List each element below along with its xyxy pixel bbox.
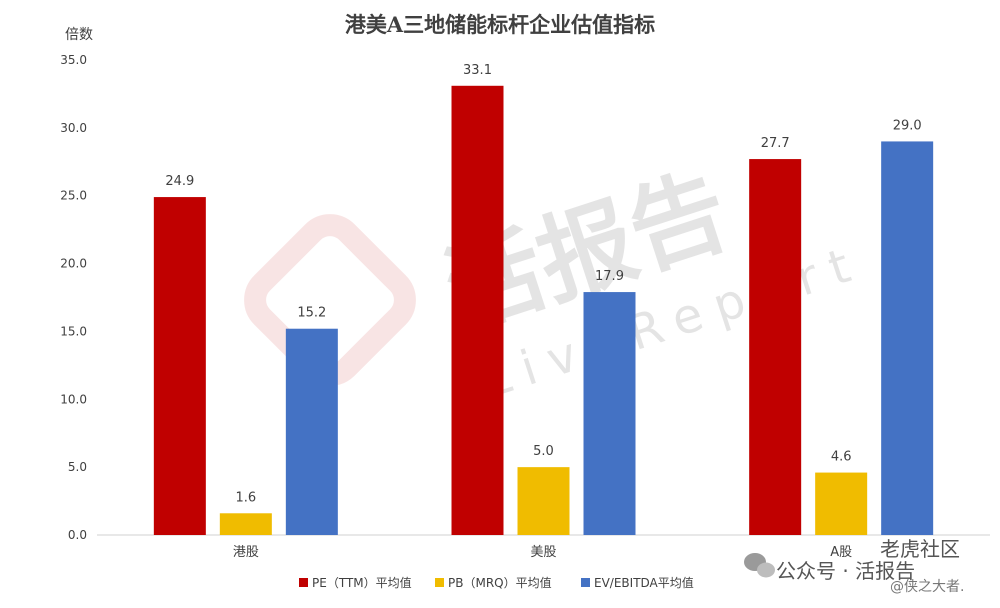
data-label: 5.0 [533,444,554,459]
x-tick-label: A股 [830,545,852,560]
bar-3-3 [881,141,934,535]
legend-label: PB（MRQ）平均值 [448,575,552,590]
data-label: 1.6 [235,490,256,505]
y-tick-label: 25.0 [60,189,87,203]
x-axis: 港股 美股 A股 [233,545,852,560]
footer-author: @侠之大者. [890,579,964,595]
legend-swatch [581,578,590,587]
y-axis: 0.0 5.0 10.0 15.0 20.0 25.0 30.0 35.0 [60,53,87,542]
data-label: 4.6 [831,450,852,465]
data-labels: 24.9 1.6 15.2 33.1 5.0 17.9 27.7 4.6 29.0 [165,63,922,505]
data-label: 27.7 [761,136,790,151]
legend-swatch [299,578,308,587]
y-tick-label: 0.0 [68,528,87,542]
x-tick-label: 美股 [530,545,556,560]
y-tick-label: 10.0 [60,392,87,406]
bar-2-1 [219,513,272,535]
data-label: 15.2 [297,306,326,321]
legend-label: EV/EBITDA平均值 [594,575,694,590]
legend-swatch [435,578,444,587]
data-label: 33.1 [463,63,492,78]
y-axis-label: 倍数 [65,27,93,43]
bars [153,85,934,536]
bar-1-1 [153,197,206,536]
y-tick-label: 15.0 [60,324,87,338]
x-tick-label: 港股 [233,545,259,560]
footer: 公众号 · 活报告 老虎社区 @侠之大者. [744,537,964,595]
footer-community: 老虎社区 [880,537,960,561]
y-tick-label: 20.0 [60,257,87,271]
bar-1-2 [451,85,504,536]
bar-1-3 [749,159,802,536]
wechat-icon [744,553,775,578]
data-label: 29.0 [893,118,922,133]
bar-3-1 [285,328,338,535]
bar-2-2 [517,467,570,535]
bar-2-3 [815,472,868,535]
y-tick-label: 30.0 [60,121,87,135]
footer-wechat: 公众号 · 活报告 [776,559,915,583]
bar-3-2 [583,292,636,535]
chart-title: 港美A三地储能标杆企业估值指标 [345,12,655,37]
legend: PE（TTM）平均值 PB（MRQ）平均值 EV/EBITDA平均值 [299,575,694,590]
y-tick-label: 5.0 [68,460,87,474]
data-label: 17.9 [595,269,624,284]
data-label: 24.9 [165,174,194,189]
legend-label: PE（TTM）平均值 [312,575,412,590]
y-tick-label: 35.0 [60,53,87,67]
